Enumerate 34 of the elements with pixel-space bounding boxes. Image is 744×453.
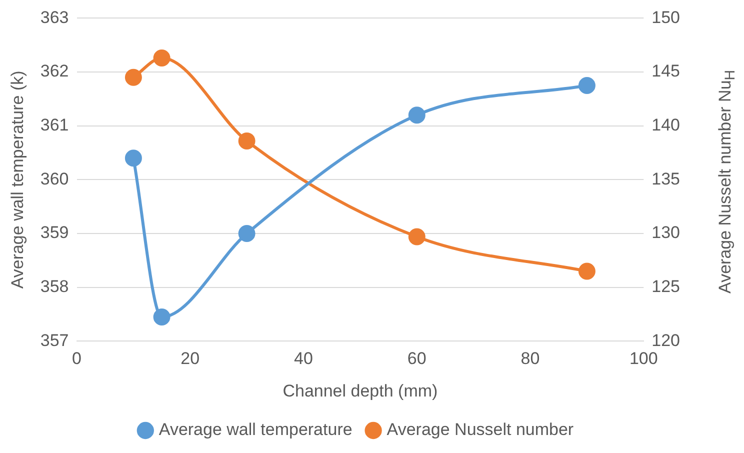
y2-tick-label: 120 [652, 330, 680, 350]
point [153, 308, 170, 326]
point [124, 68, 142, 86]
y-tick-label: 358 [40, 277, 69, 296]
x-tick-label: 0 [72, 349, 82, 368]
y-tick-label: 360 [40, 169, 69, 188]
x-tick-label: 80 [520, 349, 540, 368]
point [408, 106, 426, 124]
y-tick-label: 363 [40, 8, 69, 27]
point [408, 228, 426, 246]
x-tick-label: 100 [629, 349, 658, 368]
y2-tick-label: 130 [652, 223, 680, 242]
x-tick-label: 20 [180, 349, 200, 368]
legend-label: Average Nusselt number [386, 420, 574, 440]
x-axis-title: Channel depth (mm) [282, 381, 438, 400]
y-tick-label: 357 [40, 330, 69, 350]
point [238, 132, 256, 150]
y-tick-label: 361 [40, 116, 69, 135]
y2-tick-label: 135 [652, 169, 680, 188]
y-tick-label: 359 [40, 223, 69, 242]
x-tick-label: 60 [407, 349, 426, 368]
point [238, 225, 256, 242]
y2-tick-label: 125 [652, 277, 680, 296]
x-tick-label: 40 [294, 349, 313, 368]
point [153, 50, 170, 67]
point [578, 76, 596, 94]
y-tick-label: 362 [40, 62, 69, 81]
y2-tick-label: 140 [652, 116, 680, 135]
y2-tick-label: 150 [652, 8, 680, 27]
point [578, 262, 596, 280]
legend-label: Average wall temperature [158, 420, 352, 440]
y-axis-title: Average wall temperature (k) [8, 70, 27, 289]
y2-tick-label: 145 [652, 62, 680, 81]
point [124, 150, 142, 167]
